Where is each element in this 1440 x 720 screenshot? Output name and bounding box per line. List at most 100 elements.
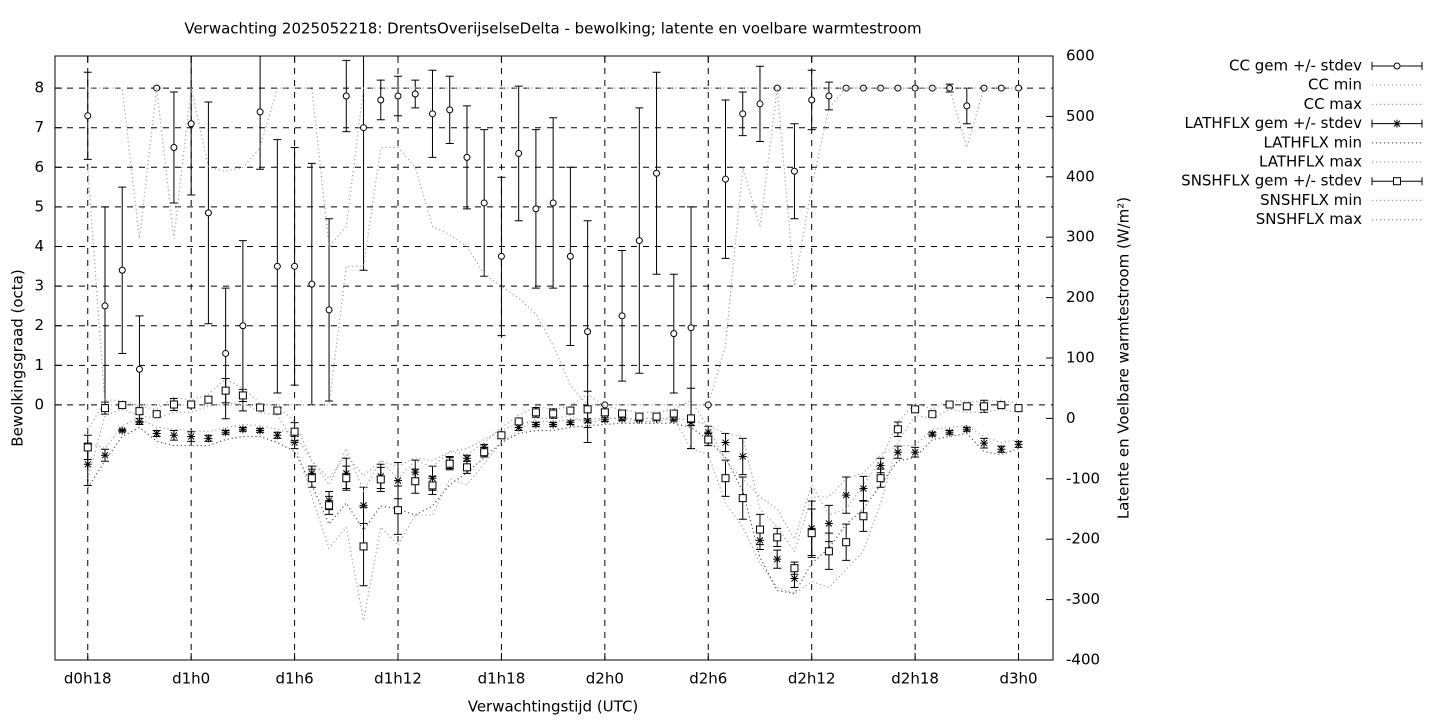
y-tick-label: 4 bbox=[34, 237, 44, 255]
marker-circle bbox=[325, 306, 333, 314]
marker-circle bbox=[377, 96, 385, 104]
marker-circle bbox=[480, 199, 488, 207]
y2-axis-label: Latente en Voelbare warmtestroom (W/m²) bbox=[1115, 197, 1133, 519]
marker-square bbox=[480, 448, 489, 457]
marker-star bbox=[221, 428, 230, 437]
marker-square bbox=[307, 474, 316, 483]
marker-star bbox=[773, 555, 782, 564]
y-tick-label: 3 bbox=[34, 277, 44, 295]
y2-tick-label: 200 bbox=[1066, 288, 1095, 306]
marker-circle bbox=[566, 252, 574, 260]
marker-square bbox=[376, 475, 385, 484]
marker-circle bbox=[842, 84, 850, 92]
marker-square bbox=[342, 474, 351, 483]
marker-square bbox=[1393, 177, 1401, 186]
marker-circle bbox=[739, 110, 747, 118]
marker-square bbox=[394, 506, 403, 515]
marker-square bbox=[738, 494, 747, 503]
legend-label: LATHFLX gem +/- stdev bbox=[1184, 114, 1362, 132]
marker-square bbox=[462, 463, 471, 472]
dotted-line bbox=[87, 422, 1019, 595]
y2-tick-label: -100 bbox=[1066, 469, 1100, 487]
marker-star bbox=[997, 445, 1006, 454]
marker-circle bbox=[428, 110, 436, 118]
marker-square bbox=[445, 459, 454, 468]
marker-square bbox=[618, 409, 627, 418]
marker-square bbox=[893, 425, 902, 434]
marker-square bbox=[635, 412, 644, 421]
marker-square bbox=[945, 400, 954, 409]
marker-circle bbox=[928, 84, 936, 92]
marker-circle bbox=[204, 209, 212, 217]
marker-star bbox=[721, 438, 730, 447]
axes: d0h18 d1h0 d1h6 d1h12 d1h18 d2h0 d2h6 d2h12 d2h1… bbox=[34, 47, 1100, 688]
marker-square bbox=[549, 409, 558, 418]
y-tick-label: 1 bbox=[34, 356, 44, 374]
marker-star bbox=[876, 461, 885, 470]
marker-star bbox=[135, 417, 144, 426]
marker-square bbox=[669, 409, 678, 418]
marker-star bbox=[600, 415, 609, 424]
marker-circle bbox=[790, 167, 798, 175]
marker-star bbox=[669, 415, 678, 424]
plot-area bbox=[83, 56, 1023, 621]
marker-circle bbox=[394, 92, 402, 100]
marker-star bbox=[980, 439, 989, 448]
x-tick-label: d3h0 bbox=[999, 670, 1037, 688]
marker-circle bbox=[653, 169, 661, 177]
legend-label: CC gem +/- stdev bbox=[1229, 57, 1362, 75]
marker-circle bbox=[756, 100, 764, 108]
x-axis-label: Verwachtingstijd (UTC) bbox=[468, 698, 639, 716]
x-tick-label: d1h18 bbox=[478, 670, 526, 688]
marker-star bbox=[169, 431, 178, 440]
marker-star bbox=[290, 438, 299, 447]
y2-tick-label: 100 bbox=[1066, 349, 1095, 367]
marker-star bbox=[514, 423, 523, 432]
marker-star bbox=[911, 448, 920, 457]
dotted-line bbox=[87, 87, 1019, 406]
dotted-line bbox=[87, 402, 1019, 621]
marker-star bbox=[962, 425, 971, 434]
marker-square bbox=[842, 538, 851, 547]
marker-square bbox=[600, 408, 609, 417]
y-tick-label: 7 bbox=[34, 118, 44, 136]
y-tick-label: 0 bbox=[34, 395, 44, 413]
marker-circle bbox=[463, 153, 471, 161]
marker-square bbox=[100, 404, 109, 413]
legend-label: SNSHFLX max bbox=[1256, 210, 1362, 228]
marker-circle bbox=[670, 330, 678, 338]
marker-square bbox=[859, 512, 868, 521]
marker-square bbox=[1014, 404, 1023, 413]
marker-square bbox=[290, 427, 299, 436]
marker-square bbox=[755, 525, 764, 534]
marker-star bbox=[549, 420, 558, 429]
marker-circle bbox=[601, 401, 609, 409]
marker-square bbox=[187, 400, 196, 409]
y2-tick-label: 500 bbox=[1066, 107, 1095, 125]
marker-square bbox=[135, 407, 144, 416]
y2-tick-label: -200 bbox=[1066, 530, 1100, 548]
marker-square bbox=[428, 481, 437, 490]
marker-square bbox=[704, 435, 713, 444]
marker-star bbox=[238, 425, 247, 434]
marker-square bbox=[273, 406, 282, 415]
marker-square bbox=[583, 405, 592, 414]
y2-tick-label: -400 bbox=[1066, 651, 1100, 669]
marker-square bbox=[687, 414, 696, 423]
marker-star bbox=[928, 430, 937, 439]
marker-star bbox=[893, 448, 902, 457]
y-axis-label: Bewolkingsgraad (octa) bbox=[9, 269, 27, 446]
marker-star bbox=[824, 519, 833, 528]
marker-square bbox=[876, 474, 885, 483]
x-tick-label: d2h12 bbox=[788, 670, 836, 688]
marker-square bbox=[997, 401, 1006, 410]
marker-circle bbox=[187, 120, 195, 128]
marker-circle bbox=[532, 205, 540, 213]
error-bar bbox=[359, 56, 368, 271]
marker-circle bbox=[273, 262, 281, 270]
marker-circle bbox=[808, 96, 816, 104]
legend-label: CC min bbox=[1308, 76, 1362, 94]
marker-square bbox=[514, 417, 523, 426]
marker-square bbox=[652, 412, 661, 421]
marker-star bbox=[531, 420, 540, 429]
